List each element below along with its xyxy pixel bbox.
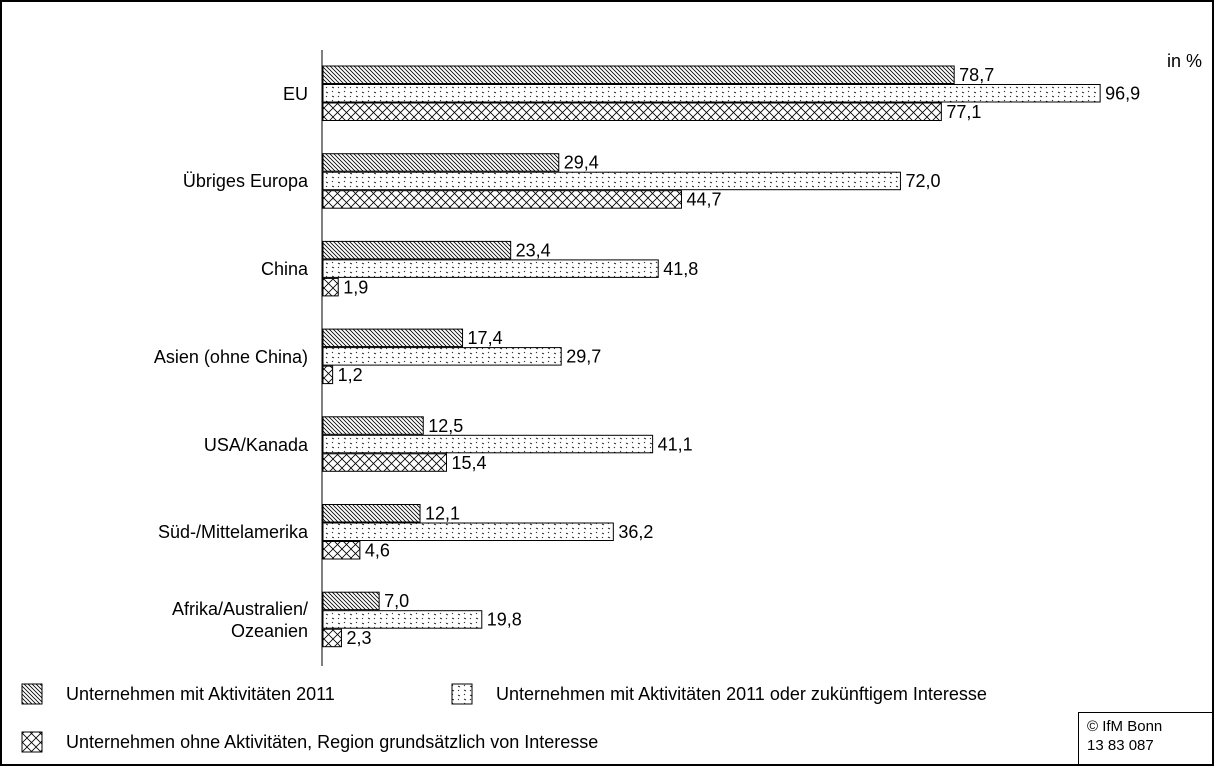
bar xyxy=(322,328,464,348)
bar xyxy=(322,171,901,191)
value-label: 44,7 xyxy=(686,190,721,210)
bar xyxy=(322,347,562,366)
value-label: 19,8 xyxy=(487,610,522,630)
value-label: 12,5 xyxy=(428,416,463,436)
value-label: 1,9 xyxy=(343,277,368,297)
bar xyxy=(322,259,659,278)
value-label: 96,9 xyxy=(1105,84,1140,104)
source-line: © IfM Bonn xyxy=(1087,718,1163,735)
value-label: 29,4 xyxy=(564,153,599,173)
legend-swatch xyxy=(21,731,43,753)
category-label: EU xyxy=(282,83,308,104)
value-label: 72,0 xyxy=(905,171,940,191)
value-label: 41,8 xyxy=(663,259,698,279)
category-label: Afrika/Australien/ Ozeanien xyxy=(171,598,308,641)
category-label: Asien (ohne China) xyxy=(153,346,308,367)
source-box: © IfM Bonn 13 83 087 xyxy=(1078,712,1212,764)
bar xyxy=(322,240,512,260)
category-label: Süd-/Mittelamerika xyxy=(157,522,308,543)
value-label: 1,2 xyxy=(338,365,363,385)
bar xyxy=(322,504,421,523)
legend-label: Unternehmen mit Aktivitäten 2011 xyxy=(66,684,335,704)
value-label: 41,1 xyxy=(658,434,693,454)
bar xyxy=(322,541,361,560)
bar xyxy=(322,153,560,172)
bar xyxy=(322,628,342,648)
bar xyxy=(322,522,614,541)
value-label: 12,1 xyxy=(425,504,460,524)
bar xyxy=(322,190,682,209)
category-label: China xyxy=(260,259,308,280)
value-label: 2,3 xyxy=(346,628,371,648)
bar xyxy=(322,65,955,84)
bar xyxy=(322,591,380,611)
legend-label: Unternehmen ohne Aktivitäten, Region gru… xyxy=(66,732,598,752)
category-label: USA/Kanada xyxy=(203,434,308,455)
bar xyxy=(322,365,334,385)
bar xyxy=(322,416,424,435)
value-label: 15,4 xyxy=(452,453,487,473)
bar xyxy=(322,610,483,629)
source-line: 13 83 087 xyxy=(1087,737,1154,754)
value-label: 29,7 xyxy=(566,347,601,367)
bar xyxy=(322,84,1101,103)
legend-swatch xyxy=(21,683,43,705)
value-label: 23,4 xyxy=(516,240,551,260)
category-label: Übriges Europa xyxy=(182,171,308,192)
legend-label: Unternehmen mit Aktivitäten 2011 oder zu… xyxy=(496,684,987,704)
bar xyxy=(322,453,448,472)
bar xyxy=(322,434,654,454)
value-label: 17,4 xyxy=(468,328,503,348)
value-label: 77,1 xyxy=(946,102,981,122)
unit-label: in % xyxy=(1167,51,1202,71)
legend-swatch xyxy=(451,683,473,705)
value-label: 4,6 xyxy=(365,541,390,561)
value-label: 78,7 xyxy=(959,65,994,85)
value-label: 7,0 xyxy=(384,591,409,611)
value-label: 36,2 xyxy=(618,522,653,542)
bar xyxy=(322,102,942,121)
bar xyxy=(322,277,339,297)
